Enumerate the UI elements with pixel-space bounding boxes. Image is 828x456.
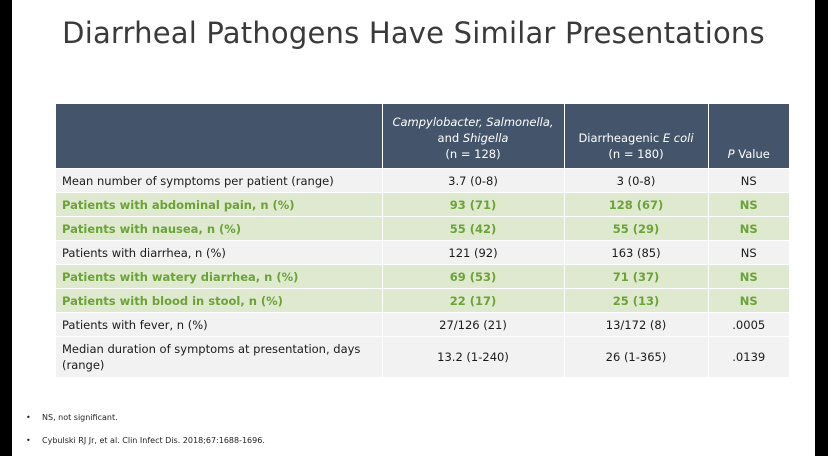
comparison-table: Campylobacter, Salmonella, and Shigella …	[56, 104, 789, 377]
row-value-group-b: 55 (29)	[563, 216, 708, 241]
row-value-group-b: 163 (85)	[563, 240, 708, 265]
table-row: Patients with nausea, n (%) 55 (42) 55 (…	[56, 216, 789, 241]
slide-title: Diarrheal Pathogens Have Similar Present…	[62, 16, 765, 50]
table-row: Patients with blood in stool, n (%) 22 (…	[56, 288, 789, 313]
row-label: Mean number of symptoms per patient (ran…	[56, 168, 382, 193]
row-value-group-b: 3 (0-8)	[563, 168, 708, 193]
table-row: Patients with fever, n (%) 27/126 (21) 1…	[56, 312, 789, 337]
row-p-value: NS	[707, 240, 789, 265]
table-row: Patients with watery diarrhea, n (%) 69 …	[56, 264, 789, 289]
table-header-row: Campylobacter, Salmonella, and Shigella …	[56, 104, 789, 169]
table-row: Patients with abdominal pain, n (%) 93 (…	[56, 192, 789, 217]
header-p-value: P Value	[707, 104, 789, 169]
row-p-value: .0139	[707, 336, 789, 377]
row-value-group-b: 26 (1-365)	[563, 336, 708, 377]
row-label: Patients with blood in stool, n (%)	[56, 288, 382, 313]
header-campylobacter-group: Campylobacter, Salmonella, and Shigella …	[381, 104, 564, 169]
header-col2-line2-prefix: and	[437, 131, 463, 145]
row-value-group-a: 13.2 (1-240)	[381, 336, 564, 377]
row-value-group-a: 121 (92)	[381, 240, 564, 265]
footnote-citation: • Cybulski RJ Jr, et al. Clin Infect Dis.…	[26, 436, 265, 445]
bullet-icon: •	[26, 413, 31, 422]
row-p-value: .0005	[707, 312, 789, 337]
row-value-group-b: 71 (37)	[563, 264, 708, 289]
table-row: Mean number of symptoms per patient (ran…	[56, 168, 789, 193]
row-value-group-b: 25 (13)	[563, 288, 708, 313]
header-col3-line1-prefix: Diarrheagenic	[578, 131, 663, 145]
row-value-group-b: 128 (67)	[563, 192, 708, 217]
row-label: Median duration of symptoms at presentat…	[56, 336, 382, 377]
row-label: Patients with watery diarrhea, n (%)	[56, 264, 382, 289]
header-col3-line1-em: E coli	[662, 131, 694, 145]
table-row: Patients with diarrhea, n (%) 121 (92) 1…	[56, 240, 789, 265]
row-label: Patients with abdominal pain, n (%)	[56, 192, 382, 217]
footnote-ns: • NS, not significant.	[26, 413, 118, 422]
table-row: Median duration of symptoms at presentat…	[56, 336, 789, 377]
header-col3-line2: (n = 180)	[608, 147, 664, 161]
row-p-value: NS	[707, 192, 789, 217]
row-value-group-a: 55 (42)	[381, 216, 564, 241]
row-value-group-a: 93 (71)	[381, 192, 564, 217]
row-p-value: NS	[707, 264, 789, 289]
row-value-group-b: 13/172 (8)	[563, 312, 708, 337]
row-label: Patients with diarrhea, n (%)	[56, 240, 382, 265]
footnote-citation-text: Cybulski RJ Jr, et al. Clin Infect Dis. …	[42, 436, 265, 445]
row-value-group-a: 3.7 (0-8)	[381, 168, 564, 193]
row-value-group-a: 22 (17)	[381, 288, 564, 313]
header-col4-em: P	[727, 147, 735, 161]
header-col4-rest: Value	[734, 147, 770, 161]
header-blank	[56, 104, 382, 169]
slide: Diarrheal Pathogens Have Similar Present…	[12, 0, 815, 456]
row-p-value: NS	[707, 288, 789, 313]
row-label: Patients with nausea, n (%)	[56, 216, 382, 241]
row-p-value: NS	[707, 216, 789, 241]
header-col2-line3: (n = 128)	[445, 147, 501, 161]
bullet-icon: •	[26, 436, 31, 445]
row-value-group-a: 27/126 (21)	[381, 312, 564, 337]
row-label: Patients with fever, n (%)	[56, 312, 382, 337]
row-value-group-a: 69 (53)	[381, 264, 564, 289]
header-ecoli-group: Diarrheagenic E coli (n = 180)	[563, 104, 708, 169]
footnote-ns-text: NS, not significant.	[42, 413, 118, 422]
header-col2-line1: Campylobacter, Salmonella,	[392, 115, 554, 129]
header-col2-line2-em: Shigella	[462, 131, 509, 145]
row-p-value: NS	[707, 168, 789, 193]
